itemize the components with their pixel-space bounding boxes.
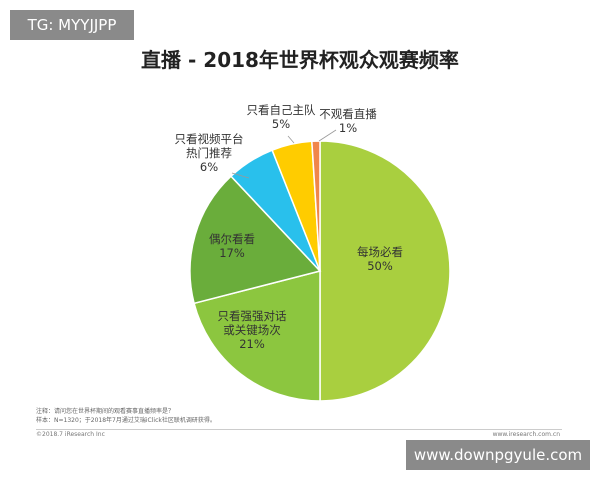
slice-label-3: 偶尔看看 17% bbox=[209, 232, 255, 260]
pie-slice-2 bbox=[193, 270, 321, 402]
footer-divider bbox=[36, 429, 562, 430]
chart-sample: 样本：N=1320；于2018年7月通过艾瑞iClick社区联机调研获得。 bbox=[36, 417, 216, 424]
watermark: www.downpgyule.com bbox=[406, 440, 590, 470]
footer-site: www.iresearch.com.cn bbox=[492, 431, 560, 438]
slice-label-4: 只看视频平台热门推荐 6% bbox=[175, 132, 244, 174]
chart-title: 直播 - 2018年世界杯观众观赛频率 bbox=[141, 48, 459, 72]
pie-slice-3 bbox=[189, 175, 322, 305]
pie-slice-6 bbox=[311, 140, 321, 272]
leader-line-5 bbox=[287, 135, 295, 144]
leader-line-4 bbox=[231, 172, 250, 179]
leader-line-6 bbox=[318, 129, 337, 142]
pie-slice-1 bbox=[319, 140, 451, 402]
slice-label-6: 不观看直播 1% bbox=[319, 107, 377, 135]
footer-copyright: ©2018.7 iResearch Inc bbox=[36, 431, 105, 438]
slice-label-2: 只看强强对话或关键场次 21% bbox=[218, 309, 287, 351]
slice-label-1: 每场必看 50% bbox=[357, 245, 403, 273]
chart-note: 注释：请问您在世界杯期间的观看赛事直播频率是？ bbox=[36, 408, 175, 415]
slice-label-5: 只看自己主队 5% bbox=[247, 103, 316, 131]
tg-badge: TG: MYYJJPP bbox=[10, 10, 134, 40]
